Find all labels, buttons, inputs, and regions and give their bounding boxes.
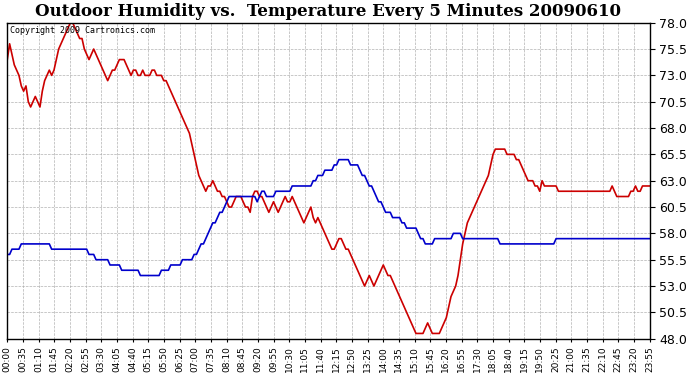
Title: Outdoor Humidity vs.  Temperature Every 5 Minutes 20090610: Outdoor Humidity vs. Temperature Every 5… [35,3,622,20]
Text: Copyright 2009 Cartronics.com: Copyright 2009 Cartronics.com [10,26,155,35]
